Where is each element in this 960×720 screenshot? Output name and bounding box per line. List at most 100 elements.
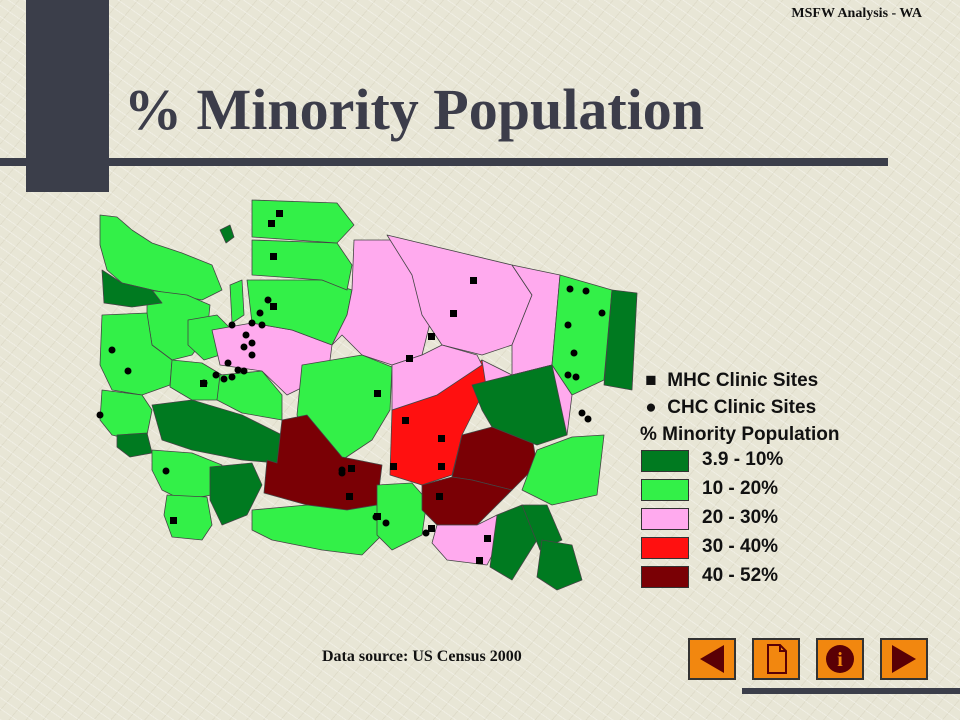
mhc-site — [348, 465, 355, 472]
square-marker-icon: ■ — [645, 370, 657, 391]
mhc-site — [438, 463, 445, 470]
legend-class-label: 10 - 20% — [702, 478, 779, 499]
mhc-site — [346, 493, 353, 500]
washington-county-map — [96, 199, 638, 591]
chc-site — [228, 321, 236, 329]
chc-site — [564, 371, 572, 379]
chc-site — [162, 467, 170, 475]
county-pacific — [99, 389, 153, 441]
county-benton — [376, 482, 428, 551]
chc-site — [228, 373, 236, 381]
chc-site — [564, 321, 572, 329]
mhc-site — [390, 463, 397, 470]
mhc-site — [170, 517, 177, 524]
mhc-site — [406, 355, 413, 362]
arrow-left-icon — [700, 645, 724, 673]
chc-site — [220, 375, 228, 383]
legend-swatch — [641, 450, 689, 472]
arrow-right-icon — [892, 645, 916, 673]
chc-site — [258, 321, 266, 329]
chc-site — [566, 285, 574, 293]
mhc-site — [450, 310, 457, 317]
county-franklin — [421, 476, 513, 526]
circle-marker-icon: ● — [645, 397, 657, 418]
legend-class-label: 30 - 40% — [702, 536, 779, 557]
chc-site — [572, 373, 580, 381]
chc-site — [212, 371, 220, 379]
county-island — [229, 279, 245, 324]
legend-swatch — [641, 537, 689, 559]
legend-class-label: 20 - 30% — [702, 507, 779, 528]
mhc-site — [270, 303, 277, 310]
chc-site — [234, 366, 242, 374]
mhc-site — [476, 557, 483, 564]
previous-slide-button[interactable] — [688, 638, 736, 680]
legend-class-label: 3.9 - 10% — [702, 449, 784, 470]
mhc-site — [428, 333, 435, 340]
info-icon: i — [826, 645, 854, 673]
chc-site — [570, 349, 578, 357]
legend-class-label: 40 - 52% — [702, 565, 779, 586]
chc-site — [584, 415, 592, 423]
county-stevens — [551, 274, 613, 396]
page-title: % Minority Population — [124, 77, 705, 142]
title-rule — [0, 158, 888, 166]
chc-site — [200, 379, 208, 387]
legend-swatch — [641, 508, 689, 530]
chc-site — [598, 309, 606, 317]
mhc-site — [270, 253, 277, 260]
chc-site — [96, 411, 104, 419]
mhc-site — [436, 493, 443, 500]
data-source: Data source: US Census 2000 — [322, 648, 522, 665]
county-spokane — [471, 364, 568, 446]
county-wahkiakum — [116, 432, 153, 458]
legend-title: % Minority Population — [640, 424, 840, 445]
mhc-site — [374, 390, 381, 397]
chc-site — [242, 331, 250, 339]
chc-site — [248, 351, 256, 359]
header-text: MSFW Analysis - WA — [791, 6, 922, 21]
county-skamania — [209, 462, 263, 526]
svg-text:i: i — [837, 649, 843, 671]
chc-site — [248, 319, 256, 327]
county-columbia — [489, 504, 538, 581]
chc-site — [256, 309, 264, 317]
chc-site — [240, 367, 248, 375]
legend-swatch — [641, 566, 689, 588]
info-button[interactable]: i — [816, 638, 864, 680]
mhc-site — [276, 210, 283, 217]
legend-mhc: ■ MHC Clinic Sites — [640, 370, 818, 392]
mhc-site — [438, 435, 445, 442]
mhc-site — [428, 525, 435, 532]
county-clallam-west — [101, 269, 163, 308]
county-garfield — [521, 504, 563, 551]
chc-site — [578, 409, 586, 417]
next-slide-button[interactable] — [880, 638, 928, 680]
chc-site — [338, 469, 346, 477]
chc-site — [240, 343, 248, 351]
county-clallam — [99, 214, 223, 301]
footer-rule — [742, 688, 960, 694]
legend-chc: ● CHC Clinic Sites — [640, 397, 816, 419]
document-button[interactable] — [752, 638, 800, 680]
chc-site — [264, 296, 272, 304]
chc-site — [582, 287, 590, 295]
county-pend-oreille — [603, 289, 638, 391]
mhc-site — [402, 417, 409, 424]
chc-site — [422, 529, 430, 537]
chc-site — [248, 339, 256, 347]
mhc-site — [268, 220, 275, 227]
chc-site — [224, 359, 232, 367]
county-douglas — [391, 344, 483, 411]
chc-site — [372, 513, 380, 521]
county-asotin — [536, 539, 583, 591]
mhc-site — [484, 535, 491, 542]
county-san-juan — [219, 224, 235, 244]
document-icon — [767, 644, 787, 674]
county-clark — [163, 494, 213, 541]
mhc-site — [470, 277, 477, 284]
map-legend: ■ MHC Clinic Sites ● CHC Clinic Sites % … — [640, 366, 900, 588]
chc-site — [124, 367, 132, 375]
chc-site — [382, 519, 390, 527]
county-whatcom — [251, 199, 355, 244]
